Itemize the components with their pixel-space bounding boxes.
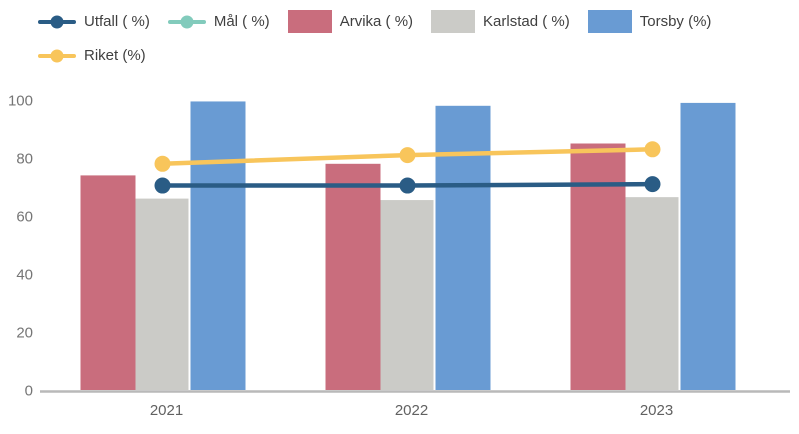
- legend-line-marker-icon: [38, 49, 76, 62]
- legend-item-arvika[interactable]: Arvika ( %): [287, 10, 414, 33]
- x-axis-label: 2022: [395, 402, 428, 419]
- y-axis-tick-label: 100: [8, 93, 33, 110]
- point-utfall-2022: [399, 177, 416, 194]
- y-axis-tick-label: 40: [16, 267, 33, 284]
- legend-item-label: Arvika ( %): [339, 13, 414, 30]
- point-utfall-2021: [154, 177, 171, 194]
- legend-item-label: Karlstad ( %): [483, 13, 570, 30]
- chart-plot-area: 0 20 40 60 80 100 2021 2022 2023: [8, 93, 790, 419]
- bar-arvika-2021: [80, 175, 136, 390]
- point-utfall-2023: [644, 176, 661, 193]
- y-axis-tick-label: 20: [16, 325, 33, 342]
- y-axis-tick-label: 0: [25, 383, 33, 400]
- legend-item-label: Mål ( %): [213, 13, 270, 30]
- y-axis-tick-label: 60: [16, 209, 33, 226]
- point-riket-2021: [154, 155, 171, 172]
- point-riket-2022: [399, 147, 416, 164]
- legend-item-label: Torsby (%): [639, 13, 712, 30]
- legend-dot-icon: [180, 15, 194, 28]
- legend-item-m-l[interactable]: Mål ( %): [167, 13, 270, 30]
- bar-karlstad-2023: [625, 197, 679, 390]
- bar-arvika-2023: [570, 143, 626, 390]
- bar-karlstad-2022: [380, 200, 434, 390]
- legend-item-riket[interactable]: Riket (%): [38, 47, 146, 64]
- legend-line-marker-icon: [167, 15, 206, 28]
- legend-bar-marker-icon: [431, 10, 476, 33]
- legend-item-label: Riket (%): [84, 47, 146, 64]
- bar-torsby-2021: [190, 101, 246, 390]
- legend-dot-icon: [50, 49, 64, 62]
- legend-item-label: Utfall ( %): [84, 13, 150, 30]
- legend-bar-marker-icon: [287, 10, 332, 33]
- chart-legend: Utfall ( %) Mål ( %) Arvika ( %) Karlstad (…: [0, 0, 799, 64]
- bar-arvika-2022: [325, 163, 381, 390]
- legend-item-torsby[interactable]: Torsby (%): [587, 10, 712, 33]
- bar-torsby-2022: [435, 105, 491, 391]
- x-axis-label: 2023: [640, 402, 673, 419]
- y-axis-tick-label: 80: [16, 151, 33, 168]
- bar-karlstad-2021: [135, 198, 189, 390]
- legend-line-marker-icon: [38, 15, 76, 28]
- point-riket-2023: [644, 141, 661, 158]
- legend-bar-marker-icon: [587, 10, 632, 33]
- legend-item-utfall[interactable]: Utfall ( %): [38, 13, 150, 30]
- legend-item-karlstad[interactable]: Karlstad ( %): [431, 10, 570, 33]
- bar-torsby-2023: [680, 102, 736, 391]
- legend-dot-icon: [50, 15, 64, 28]
- x-axis-label: 2021: [150, 402, 183, 419]
